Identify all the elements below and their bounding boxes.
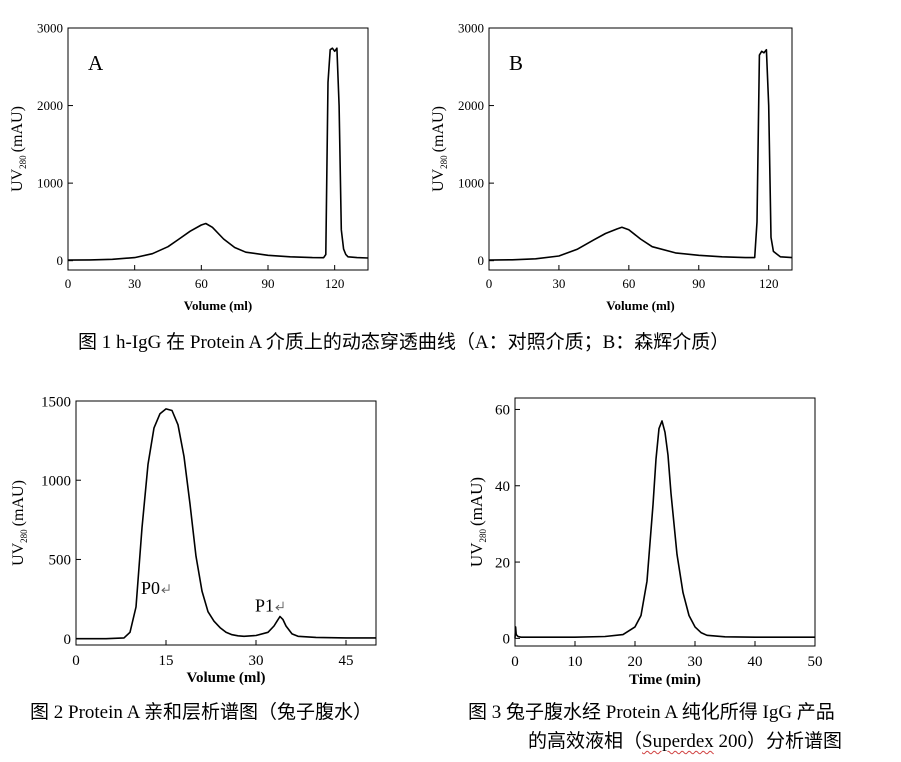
fig3-y-axis-label-sub: 280 — [478, 529, 488, 543]
fig1b-y-tick-label: 0 — [478, 253, 485, 268]
fig1a-y-axis-label-unit: (mAU) — [9, 106, 26, 152]
fig1a-x-tick-label: 0 — [65, 276, 72, 291]
fig1b-panel-label: B — [509, 51, 523, 75]
fig1b-y-tick-label: 1000 — [458, 176, 484, 191]
fig2-x-axis-label: Volume (ml) — [186, 670, 265, 686]
fig1a-y-tick-label: 1000 — [37, 176, 63, 191]
fig3-y-axis-label: UV280 (mAU) — [467, 477, 488, 567]
figure-3-caption-line2-post: 200）分析谱图 — [713, 731, 843, 752]
fig1b-y-axis-label-sub: 280 — [439, 155, 449, 169]
fig3-x-tick-label: 20 — [628, 654, 643, 670]
figure-3-caption-spellcheck-word: Superdex — [642, 731, 714, 752]
fig2-y-tick-label: 1000 — [41, 473, 71, 489]
fig3-plot-frame — [514, 397, 816, 647]
fig3-chart: 0 10 20 30 40 50 0 20 40 60 Time (min) UV280 (mAU) — [467, 397, 823, 688]
fig3-series-line — [514, 420, 815, 639]
fig2-y-axis-label: UV280 (mAU) — [10, 480, 29, 566]
fig3-x-tick-label: 40 — [748, 654, 763, 670]
fig3-x-tick-label: 0 — [511, 654, 519, 670]
fig1b-series-line — [488, 48, 793, 261]
fig1a-chart: 0 30 60 90 120 0 1000 2000 3000 Volume (ml) UV280 (… — [9, 21, 369, 313]
fig1b-y-axis-label: UV280 (mAU) — [430, 106, 449, 192]
fig1b-x-tick-label: 60 — [622, 276, 635, 291]
fig1a-y-tick-label: 3000 — [37, 21, 63, 36]
fig3-y-axis-label-main: UV — [467, 542, 486, 567]
figure-3-caption-line2-pre: 的高效液相（ — [528, 731, 643, 752]
fig1a-x-tick-label: 90 — [262, 276, 275, 291]
figure-1-caption: 图 1 h-IgG 在 Protein A 介质上的动态穿透曲线（A：对照介质；… — [78, 332, 730, 353]
fig3-x-axis-label: Time (min) — [629, 672, 701, 688]
fig2-plot-frame — [75, 400, 377, 646]
figure-2-caption: 图 2 Protein A 亲和层析谱图（兔子腹水） — [30, 702, 373, 723]
fig2-series-line — [76, 408, 376, 640]
fig1a-plot-frame — [67, 27, 369, 271]
figure-3-caption-line1: 图 3 兔子腹水经 Protein A 纯化所得 IgG 产品 — [468, 702, 835, 723]
fig3-x-tick-label: 30 — [688, 654, 703, 670]
fig3-x-tick-label: 10 — [568, 654, 583, 670]
fig1b-y-tick-label: 3000 — [458, 21, 484, 36]
fig1a-y-axis-label-main: UV — [9, 168, 26, 192]
fig2-x-tick-label: 15 — [159, 653, 174, 669]
fig1a-series-line — [67, 47, 369, 261]
fig2-y-tick-label: 500 — [49, 553, 72, 569]
fig2-x-tick-label: 0 — [72, 653, 80, 669]
fig2-peak-label: P1 — [255, 596, 274, 616]
fig1a-x-tick-label: 60 — [195, 276, 208, 291]
fig3-y-tick-label: 20 — [495, 555, 510, 571]
fig1a-x-tick-label: 30 — [128, 276, 141, 291]
fig2-chart: 0 15 30 45 0 500 1000 1500 Volume (ml) UV280 (mAU)… — [10, 394, 377, 686]
fig1b-x-tick-label: 120 — [759, 276, 779, 291]
fig2-y-tick-label: 1500 — [41, 394, 71, 410]
fig1b-y-axis-label-unit: (mAU) — [430, 106, 447, 152]
fig1a-x-tick-label: 120 — [325, 276, 345, 291]
fig1b-y-tick-label: 2000 — [458, 98, 484, 113]
fig1a-y-axis-label-sub: 280 — [18, 155, 28, 169]
return-mark-icon — [161, 584, 170, 594]
fig2-y-axis-label-unit: (mAU) — [10, 480, 27, 526]
fig1a-x-axis-label: Volume (ml) — [184, 298, 253, 313]
fig1b-plot-frame — [488, 27, 793, 271]
fig1b-x-tick-label: 30 — [552, 276, 565, 291]
fig3-y-axis-label-unit: (mAU) — [467, 477, 486, 526]
fig2-x-tick-label: 30 — [249, 653, 264, 669]
fig3-x-tick-label: 50 — [808, 654, 823, 670]
fig3-y-tick-label: 60 — [495, 403, 510, 419]
fig3-y-tick-label: 40 — [495, 479, 510, 495]
fig2-y-tick-label: 0 — [64, 632, 72, 648]
fig1b-x-tick-label: 0 — [486, 276, 493, 291]
fig2-y-axis-label-sub: 280 — [19, 529, 29, 543]
fig1b-x-tick-label: 90 — [692, 276, 705, 291]
fig2-y-axis-label-main: UV — [10, 542, 27, 566]
fig1b-y-axis-label-main: UV — [430, 168, 447, 192]
fig1a-y-tick-label: 0 — [57, 253, 64, 268]
fig3-y-tick-label: 0 — [503, 632, 511, 648]
fig1a-panel-label: A — [88, 51, 104, 75]
fig1a-y-tick-label: 2000 — [37, 98, 63, 113]
fig1a-y-axis-label: UV280 (mAU) — [9, 106, 28, 192]
fig1b-x-axis-label: Volume (ml) — [606, 298, 675, 313]
return-mark-icon — [275, 601, 284, 611]
fig1b-chart: 0 30 60 90 120 0 1000 2000 3000 Volume (ml) UV280 (… — [430, 21, 793, 313]
fig2-peak-label: P0 — [141, 578, 160, 598]
fig2-x-tick-label: 45 — [339, 653, 354, 669]
figure-3-caption-line2: 的高效液相（Superdex 200）分析谱图 — [528, 732, 842, 751]
